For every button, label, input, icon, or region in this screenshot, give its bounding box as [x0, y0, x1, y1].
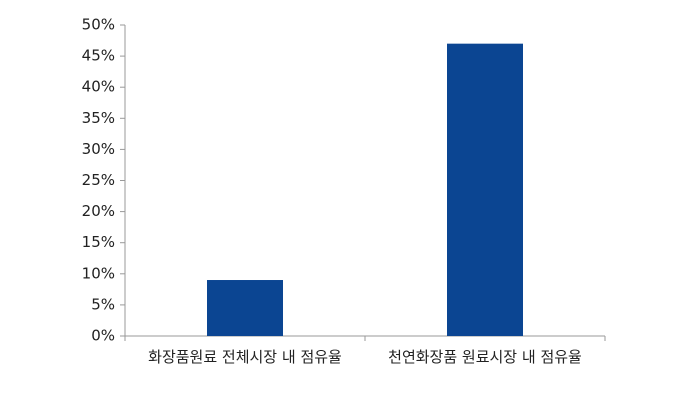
y-tick-label: 35% — [82, 109, 115, 127]
y-tick-label: 30% — [82, 140, 115, 158]
y-tick-label: 40% — [82, 78, 115, 96]
bar — [207, 280, 283, 336]
y-tick-label: 25% — [82, 171, 115, 189]
x-tick-label: 화장품원료 전체시장 내 점유율 — [148, 348, 342, 366]
y-tick-label: 20% — [82, 202, 115, 220]
y-tick-label: 45% — [82, 47, 115, 65]
y-tick-label: 50% — [82, 16, 115, 34]
y-tick-label: 10% — [82, 264, 115, 282]
bar — [447, 43, 523, 336]
y-tick-label: 5% — [91, 295, 115, 313]
x-tick-label: 천연화장품 원료시장 내 점유율 — [388, 348, 582, 366]
y-tick-label: 0% — [91, 327, 115, 345]
y-tick-label: 15% — [82, 233, 115, 251]
